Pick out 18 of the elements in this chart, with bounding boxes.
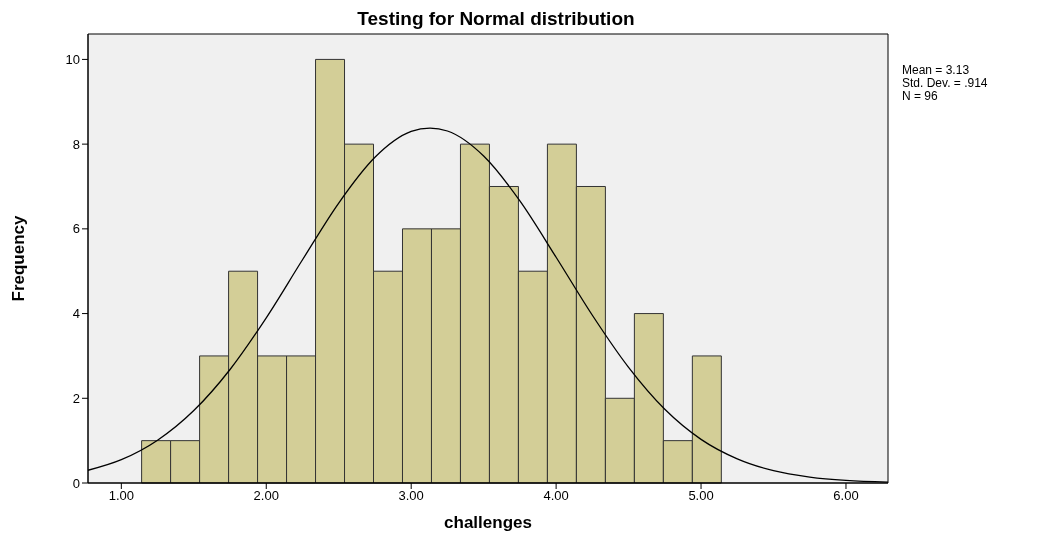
y-tick-label: 4 — [72, 306, 80, 322]
chart-title: Testing for Normal distribution — [356, 8, 636, 30]
x-tick-label: 3.00 — [398, 488, 424, 504]
y-axis-title: Frequency — [9, 214, 29, 302]
x-tick-label: 1.00 — [108, 488, 134, 504]
x-tick-label: 6.00 — [833, 488, 859, 504]
y-tick-label: 0 — [72, 475, 80, 491]
text: Mean = 3.13 — [902, 63, 971, 77]
x-axis-title: challenges — [444, 513, 532, 532]
x-tick-label: 2.00 — [253, 488, 279, 504]
text: Std. Dev. = .914 — [902, 76, 988, 90]
y-tick-label: 8 — [72, 136, 80, 152]
y-tick-label: 6 — [72, 221, 80, 237]
x-tick-label: 4.00 — [543, 488, 569, 504]
x-tick-label: 5.00 — [688, 488, 714, 504]
y-tick-label: 10 — [65, 52, 80, 68]
y-tick-label: 2 — [72, 390, 80, 406]
text: N = 96 — [902, 89, 939, 103]
